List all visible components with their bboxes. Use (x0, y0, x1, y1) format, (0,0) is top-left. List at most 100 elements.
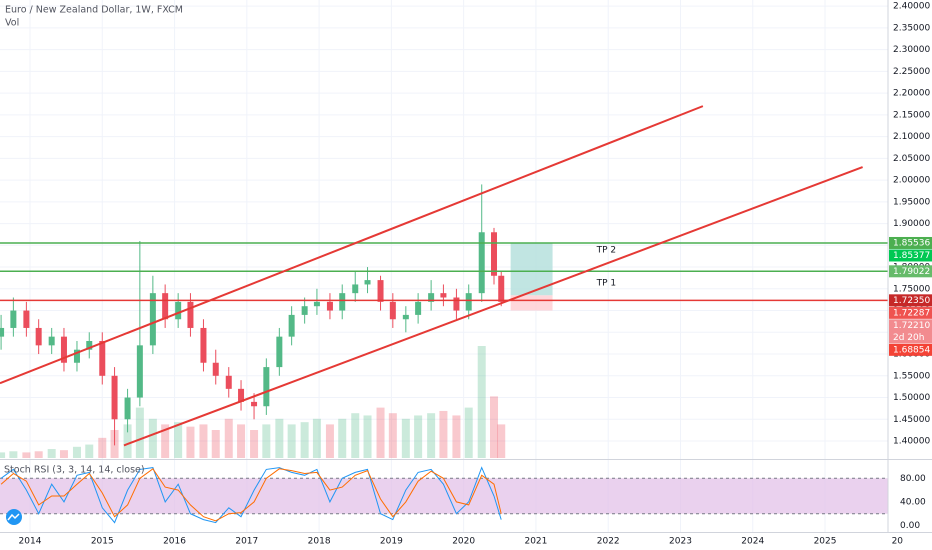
y-tick-label: 2.15000 (893, 110, 930, 120)
y-tick-label: 2.35000 (893, 23, 930, 33)
candle-body (364, 280, 371, 285)
candle-body (301, 306, 308, 315)
volume-bar (250, 430, 259, 458)
volume-bar (351, 413, 360, 458)
y-tick-label: 2.25000 (893, 67, 930, 77)
candle-body (440, 293, 447, 298)
volume-bar (9, 451, 18, 458)
price-tag-label: 1.68854 (893, 345, 930, 355)
volume-bar (161, 424, 170, 458)
drawings-layer: TP 2 TP 1 (0, 105, 888, 447)
price-tag (889, 319, 932, 344)
candle-body (478, 232, 485, 294)
chart-title: Euro / New Zealand Dollar, 1W, FXCM (5, 5, 183, 16)
x-tick-label: 2014 (19, 537, 42, 547)
candle-body (162, 293, 169, 320)
volume-bar (211, 430, 220, 458)
candle-body (149, 293, 156, 346)
y-tick-label: 1.45000 (893, 415, 930, 425)
stoch-tick-label: 80.00 (900, 474, 926, 484)
volume-bar (275, 418, 284, 458)
x-tick-label: 2018 (308, 537, 331, 547)
candle-body (60, 336, 67, 363)
volume-bar (237, 424, 246, 458)
y-tick-label: 2.00000 (893, 176, 930, 186)
volume-bar (427, 413, 436, 458)
target-zone (510, 243, 553, 296)
candle-body (377, 280, 384, 302)
stoch-tick-label: 40.00 (900, 497, 926, 507)
candle-body (187, 301, 194, 328)
volume-bar (497, 424, 506, 458)
volume-bar (0, 452, 6, 458)
candle-body (428, 293, 435, 302)
y-tick-label: 1.90000 (893, 219, 930, 229)
stop-zone (510, 295, 553, 311)
candle-body (23, 310, 30, 328)
volume-bar (34, 451, 43, 458)
candle-body (35, 327, 42, 346)
x-tick-label: 2021 (524, 537, 547, 547)
y-tick-label: 2.40000 (893, 2, 930, 12)
candle-body (251, 401, 258, 407)
candle-body (339, 293, 346, 311)
stoch-band (0, 478, 888, 514)
volume-bar (490, 396, 499, 458)
logo-glyph (7, 513, 20, 521)
price-tag-label: 1.72287 (893, 308, 930, 318)
candle-body (212, 362, 219, 376)
y-tick-label: 2.10000 (893, 132, 930, 142)
trend-line (0, 105, 704, 385)
price-tag-label: 1.85536 (893, 238, 930, 248)
candle-body (124, 397, 131, 420)
price-tag (889, 306, 932, 319)
volume-bar (85, 444, 94, 458)
volume-bar (72, 446, 81, 458)
candle-body (276, 336, 283, 368)
volume-bar (123, 424, 132, 458)
price-tag-label: 1.79022 (893, 267, 930, 277)
x-tick-label: 2017 (235, 537, 258, 547)
grid (0, 0, 888, 532)
annotation: TP 1 (596, 279, 617, 289)
volume-bar (262, 424, 271, 458)
volume-bar (414, 415, 423, 458)
price-tag (889, 343, 932, 356)
volume-layer (0, 346, 506, 458)
volume-bar (439, 410, 448, 458)
candle-body (288, 314, 295, 337)
price-tag-label: 1.72210 (893, 321, 930, 331)
price-tag (889, 236, 932, 249)
volume-bar (388, 413, 397, 458)
y-tick-label: 1.75000 (893, 284, 930, 294)
volume-bar (287, 424, 296, 458)
candle-body (453, 297, 460, 311)
price-tag-countdown: 2d 20h (893, 333, 924, 343)
candle-body (238, 388, 245, 402)
x-tick-label: 2019 (380, 537, 403, 547)
stoch-layer (0, 466, 888, 524)
y-tick-label: 1.50000 (893, 393, 930, 403)
candle-body (313, 301, 320, 307)
volume-bar (363, 415, 372, 458)
x-tick-label: 2024 (741, 537, 764, 547)
stoch-line (0, 466, 502, 524)
volume-bar (186, 426, 195, 458)
volume-label: Vol (5, 18, 19, 29)
stoch-tick-label: 0.00 (900, 521, 920, 531)
volume-bar (47, 449, 56, 458)
volume-bar (174, 422, 183, 458)
candle-body (491, 232, 498, 276)
volume-bar (452, 415, 461, 458)
x-tick-label: 2016 (163, 537, 186, 547)
y-tick-label: 1.55000 (893, 371, 930, 381)
y-tick-label: 1.40000 (893, 437, 930, 447)
x-tick-label: 2023 (669, 537, 692, 547)
volume-bar (477, 346, 486, 458)
candle-body (263, 367, 270, 407)
x-tick-label: 2025 (814, 537, 837, 547)
volume-bar (135, 407, 144, 458)
candle-body (352, 284, 359, 294)
volume-bar (148, 418, 157, 458)
